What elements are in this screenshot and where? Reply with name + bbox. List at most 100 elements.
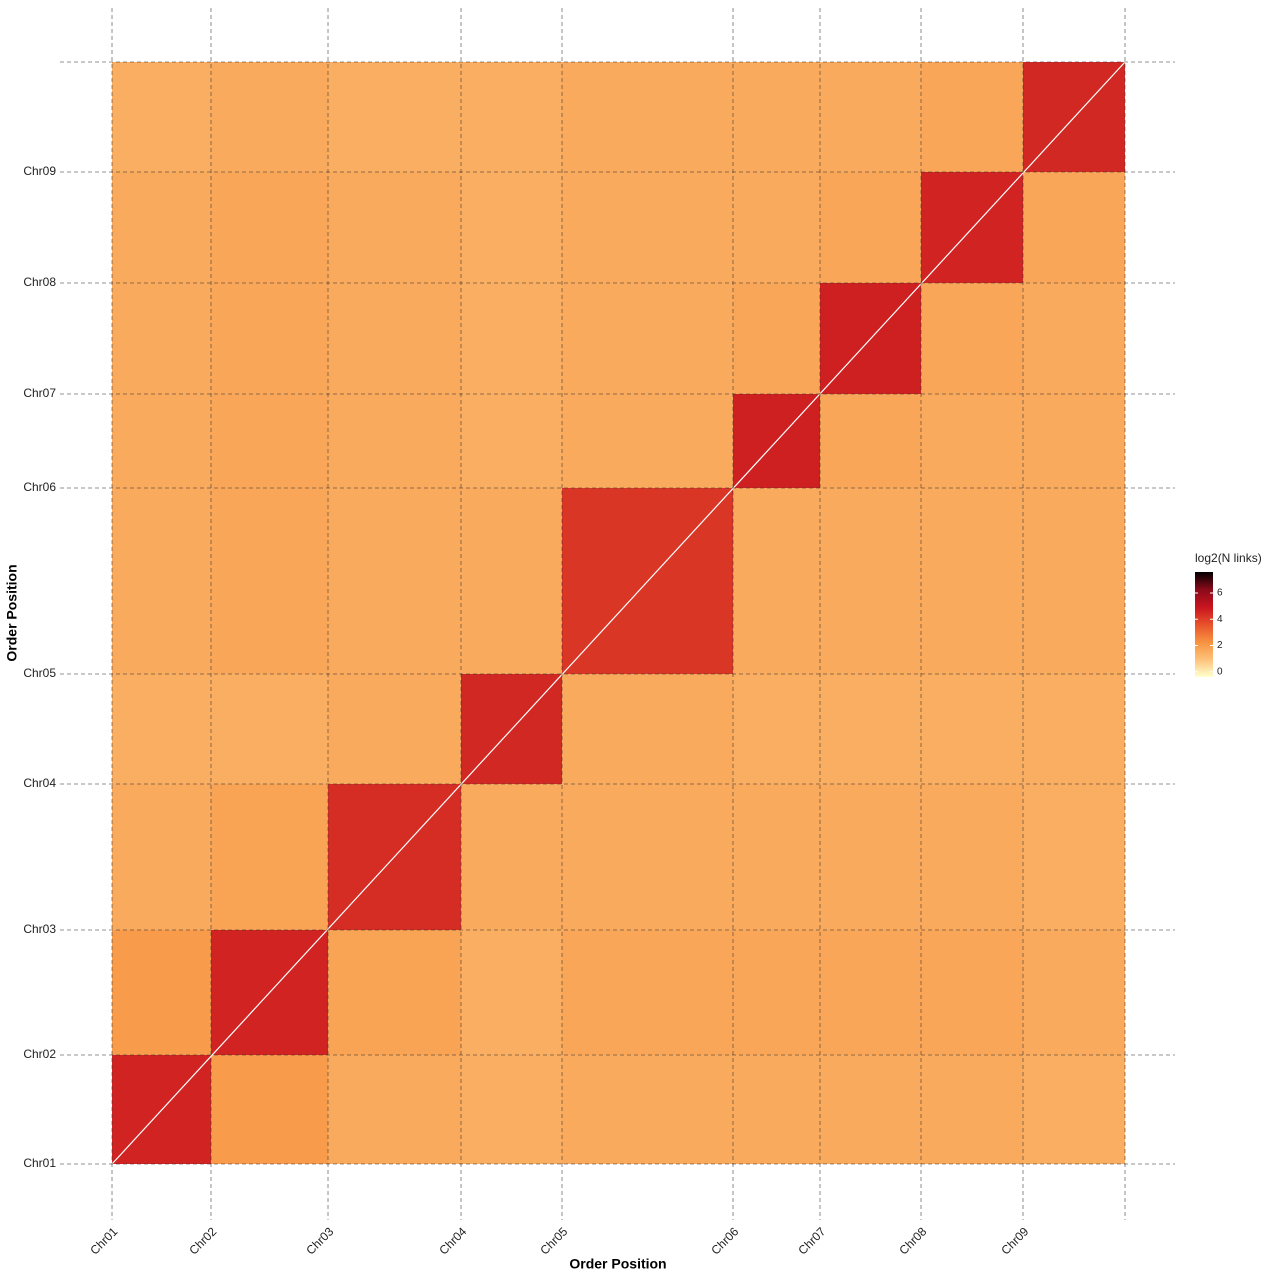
y-tick-label: Chr02 xyxy=(23,1047,56,1061)
heatmap-cell xyxy=(1023,394,1125,488)
diagonal xyxy=(111,61,1126,1165)
heatmap-cell xyxy=(461,488,562,674)
heatmap-cell xyxy=(921,172,1023,283)
heatmap-cell xyxy=(921,488,1023,674)
heatmap-cell xyxy=(921,1055,1023,1164)
y-tick-label: Chr03 xyxy=(23,922,56,936)
heatmap-cell xyxy=(461,1055,562,1164)
grid xyxy=(60,8,1175,1220)
heatmap-cell xyxy=(211,784,328,930)
legend-title: log2(N links) xyxy=(1195,551,1262,565)
heatmap-cell xyxy=(733,1055,820,1164)
heatmap-cell xyxy=(328,283,461,394)
heatmap-cell xyxy=(921,930,1023,1055)
heatmap-cell xyxy=(820,674,921,784)
heatmap-cell xyxy=(733,172,820,283)
heatmap-cell xyxy=(820,1055,921,1164)
colorbar xyxy=(1195,572,1213,677)
heatmap-cell xyxy=(328,488,461,674)
x-tick-label: Chr09 xyxy=(998,1224,1031,1257)
colorbar-label: 0 xyxy=(1217,666,1223,677)
heatmap-cell xyxy=(820,930,921,1055)
x-tick-label: Chr04 xyxy=(436,1224,469,1257)
heatmap-cell xyxy=(328,930,461,1055)
heatmap-cell xyxy=(562,1055,733,1164)
heatmap-cell xyxy=(1023,784,1125,930)
x-axis-title: Order Position xyxy=(569,1256,666,1272)
heatmap-cell xyxy=(461,172,562,283)
y-tick-label: Chr07 xyxy=(23,386,56,400)
colorbar-label: 4 xyxy=(1217,614,1223,625)
heatmap-cell xyxy=(820,394,921,488)
heatmap-cell xyxy=(562,930,733,1055)
heatmap-cell xyxy=(733,488,820,674)
colorbar-label: 2 xyxy=(1217,640,1223,651)
heatmap-cell xyxy=(562,283,733,394)
heatmap-cell xyxy=(820,172,921,283)
heatmap-cell xyxy=(820,784,921,930)
heatmap-cell xyxy=(562,62,733,172)
heatmap-cell xyxy=(112,488,211,674)
heatmap-cell xyxy=(1023,488,1125,674)
x-tick-label: Chr03 xyxy=(303,1224,336,1257)
heatmap-cell xyxy=(733,283,820,394)
y-tick-label: Chr06 xyxy=(23,480,56,494)
y-tick-label: Chr05 xyxy=(23,666,56,680)
x-tick-label: Chr01 xyxy=(87,1224,120,1257)
colorbar-label: 6 xyxy=(1217,588,1223,599)
heatmap-cell xyxy=(461,394,562,488)
heatmap-cell xyxy=(211,1055,328,1164)
y-tick-label: Chr01 xyxy=(23,1156,56,1170)
x-tick-label: Chr07 xyxy=(795,1224,828,1257)
heatmap-cell xyxy=(921,283,1023,394)
heatmap-cell xyxy=(1023,1055,1125,1164)
heatmap-cell xyxy=(562,172,733,283)
heatmap-cell xyxy=(461,784,562,930)
heatmap-cell xyxy=(328,1055,461,1164)
heatmap-cell xyxy=(921,674,1023,784)
heatmap-cell xyxy=(1023,930,1125,1055)
y-tick-label: Chr04 xyxy=(23,776,56,790)
x-tick-label: Chr02 xyxy=(186,1224,219,1257)
x-tick-label: Chr05 xyxy=(537,1224,570,1257)
heatmap-cell xyxy=(1023,172,1125,283)
heatmap-cell xyxy=(112,784,211,930)
heatmap-cell xyxy=(211,283,328,394)
heatmap-cell xyxy=(921,62,1023,172)
heatmap-cell xyxy=(733,674,820,784)
heatmap-cell xyxy=(112,172,211,283)
y-axis-title: Order Position xyxy=(4,564,20,661)
heatmap-cell xyxy=(328,394,461,488)
heatmap xyxy=(112,62,1125,1164)
heatmap-cell xyxy=(112,62,211,172)
heatmap-cell xyxy=(820,488,921,674)
heatmap-cell xyxy=(562,674,733,784)
heatmap-cell xyxy=(733,784,820,930)
heatmap-cell xyxy=(211,62,328,172)
heatmap-cell xyxy=(921,394,1023,488)
y-tick-label: Chr08 xyxy=(23,275,56,289)
heatmap-cell xyxy=(461,62,562,172)
heatmap-cell xyxy=(211,172,328,283)
heatmap-cell xyxy=(112,283,211,394)
heatmap-cell xyxy=(562,784,733,930)
heatmap-cell xyxy=(461,283,562,394)
heatmap-cell xyxy=(1023,674,1125,784)
heatmap-cell xyxy=(211,394,328,488)
heatmap-cell xyxy=(112,930,211,1055)
x-tick-label: Chr08 xyxy=(896,1224,929,1257)
heatmap-cell xyxy=(328,62,461,172)
heatmap-cell xyxy=(461,930,562,1055)
heatmap-cell xyxy=(820,62,921,172)
heatmap-cell xyxy=(328,172,461,283)
heatmap-cell xyxy=(733,62,820,172)
heatmap-cell xyxy=(112,674,211,784)
heatmap-cell xyxy=(733,930,820,1055)
heatmap-cell xyxy=(211,488,328,674)
heatmap-cell xyxy=(562,394,733,488)
y-tick-label: Chr09 xyxy=(23,164,56,178)
heatmap-cell xyxy=(211,674,328,784)
x-tick-label: Chr06 xyxy=(708,1224,741,1257)
heatmap-cell xyxy=(112,394,211,488)
